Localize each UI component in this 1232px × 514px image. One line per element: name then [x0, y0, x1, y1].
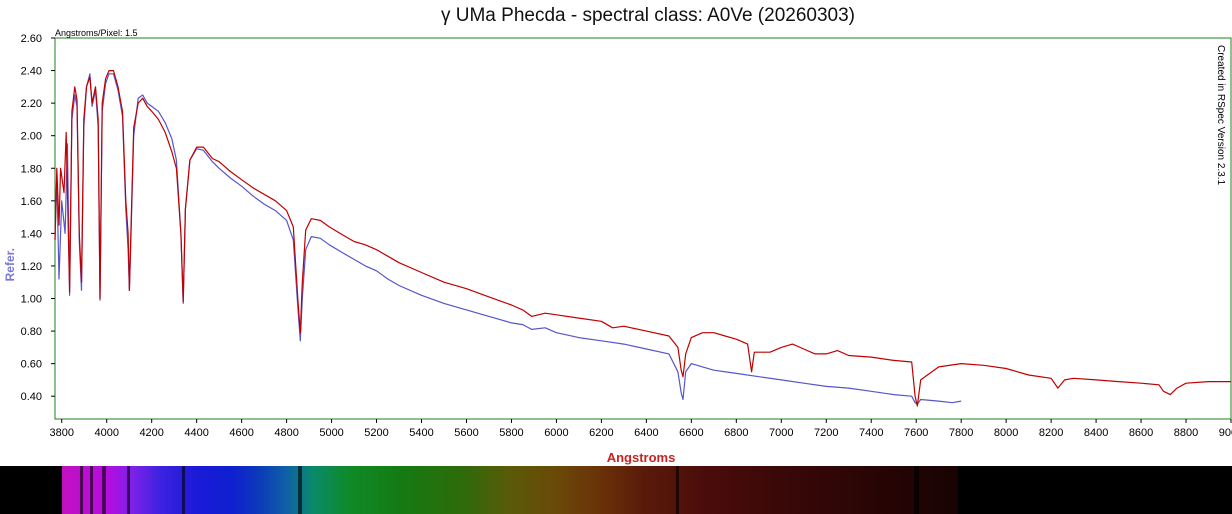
x-tick-label: 8600 — [1129, 427, 1153, 439]
y-tick-label: 1.40 — [21, 228, 42, 240]
software-credit: Created in RSpec Version 2.3.1 — [1215, 45, 1226, 186]
x-tick-label: 4600 — [229, 427, 253, 439]
x-tick-label: 8000 — [994, 427, 1018, 439]
y-tick-label: 0.40 — [21, 391, 42, 403]
y-tick-label: 2.40 — [21, 66, 42, 78]
y-tick-label: 2.00 — [21, 131, 42, 143]
pixel-scale-label: Angstroms/Pixel: 1.5 — [55, 28, 138, 38]
x-tick-label: 6800 — [724, 427, 748, 439]
x-tick-label: 5400 — [409, 427, 433, 439]
x-tick-label: 8400 — [1084, 427, 1108, 439]
y-tick-label: 1.80 — [21, 163, 42, 175]
x-tick-label: 5800 — [499, 427, 523, 439]
x-tick-label: 5200 — [364, 427, 388, 439]
x-tick-label: 6200 — [589, 427, 613, 439]
x-tick-label: 7800 — [949, 427, 973, 439]
y-tick-label: 1.00 — [21, 294, 42, 306]
x-tick-label: 6600 — [679, 427, 703, 439]
y-tick-label: 2.60 — [21, 33, 42, 45]
y-tick-label: 0.60 — [21, 359, 42, 371]
y-axis-label: Refer. — [3, 248, 17, 282]
spectrum-series-line — [54, 73, 962, 405]
x-tick-label: 4200 — [139, 427, 163, 439]
spectrum-colour-band — [62, 466, 958, 514]
x-tick-label: 3800 — [50, 427, 74, 439]
x-tick-label: 5000 — [319, 427, 343, 439]
x-tick-label: 4400 — [184, 427, 208, 439]
spectrum-strip — [0, 466, 1232, 514]
chart-title: γ UMa Phecda - spectral class: A0Ve (202… — [440, 5, 855, 26]
x-tick-label: 7400 — [859, 427, 883, 439]
x-tick-label: 6000 — [544, 427, 568, 439]
y-tick-label: 1.20 — [21, 261, 42, 273]
x-tick-label: 7600 — [904, 427, 928, 439]
spectrum-series-line — [54, 70, 1231, 407]
x-tick-label: 9000 — [1219, 427, 1232, 439]
plot-frame — [54, 37, 1232, 420]
y-tick-label: 0.80 — [21, 326, 42, 338]
x-tick-label: 4800 — [274, 427, 298, 439]
x-axis-label: Angstroms — [606, 450, 676, 465]
spectrum-chart: 3800 4000 4200 4400 4600 4800 5000 5200 5400 5600… — [21, 33, 1232, 439]
x-tick-label: 8200 — [1039, 427, 1063, 439]
x-tick-label: 8800 — [1174, 427, 1198, 439]
x-tick-label: 6400 — [634, 427, 658, 439]
y-tick-label: 2.20 — [21, 98, 42, 110]
x-tick-label: 5600 — [454, 427, 478, 439]
y-tick-label: 1.60 — [21, 196, 42, 208]
x-tick-label: 7000 — [769, 427, 793, 439]
x-tick-label: 4000 — [94, 427, 118, 439]
x-tick-label: 7200 — [814, 427, 838, 439]
